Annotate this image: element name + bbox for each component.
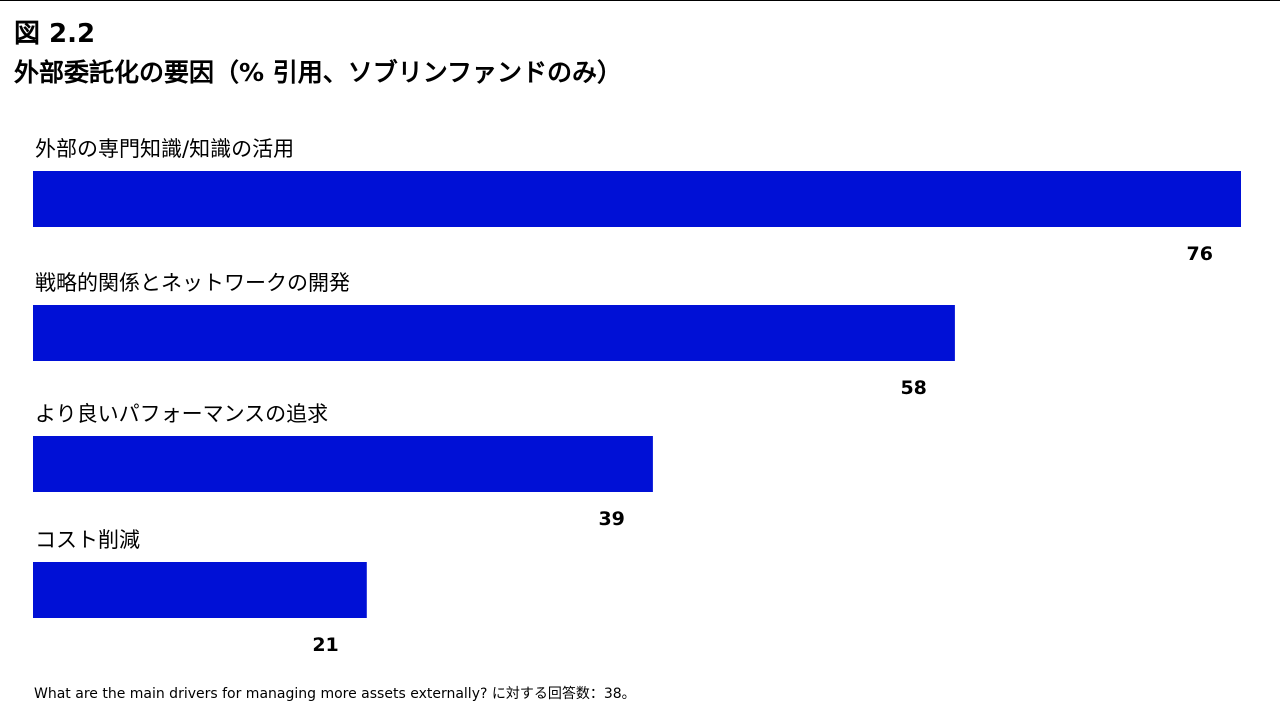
bar [33, 436, 653, 492]
category-label: コスト削減 [35, 528, 140, 552]
chart-title: 外部委託化の要因（% 引用、ソブリンファンドのみ） [14, 58, 623, 87]
category-label: 外部の専門知識/知識の活用 [35, 137, 294, 161]
category-label: 戦略的関係とネットワークの開発 [35, 271, 350, 295]
bar [33, 171, 1241, 227]
figure-label: 図 2.2 [14, 19, 96, 49]
bar [33, 305, 955, 361]
category-label: より良いパフォーマンスの追求 [35, 402, 328, 426]
top-divider [0, 0, 1280, 1]
bar [33, 562, 367, 618]
data-label: 76 [1187, 243, 1213, 265]
footnote: What are the main drivers for managing m… [34, 686, 636, 702]
data-label: 21 [312, 634, 338, 656]
data-label: 58 [900, 377, 926, 399]
data-label: 39 [598, 508, 624, 530]
